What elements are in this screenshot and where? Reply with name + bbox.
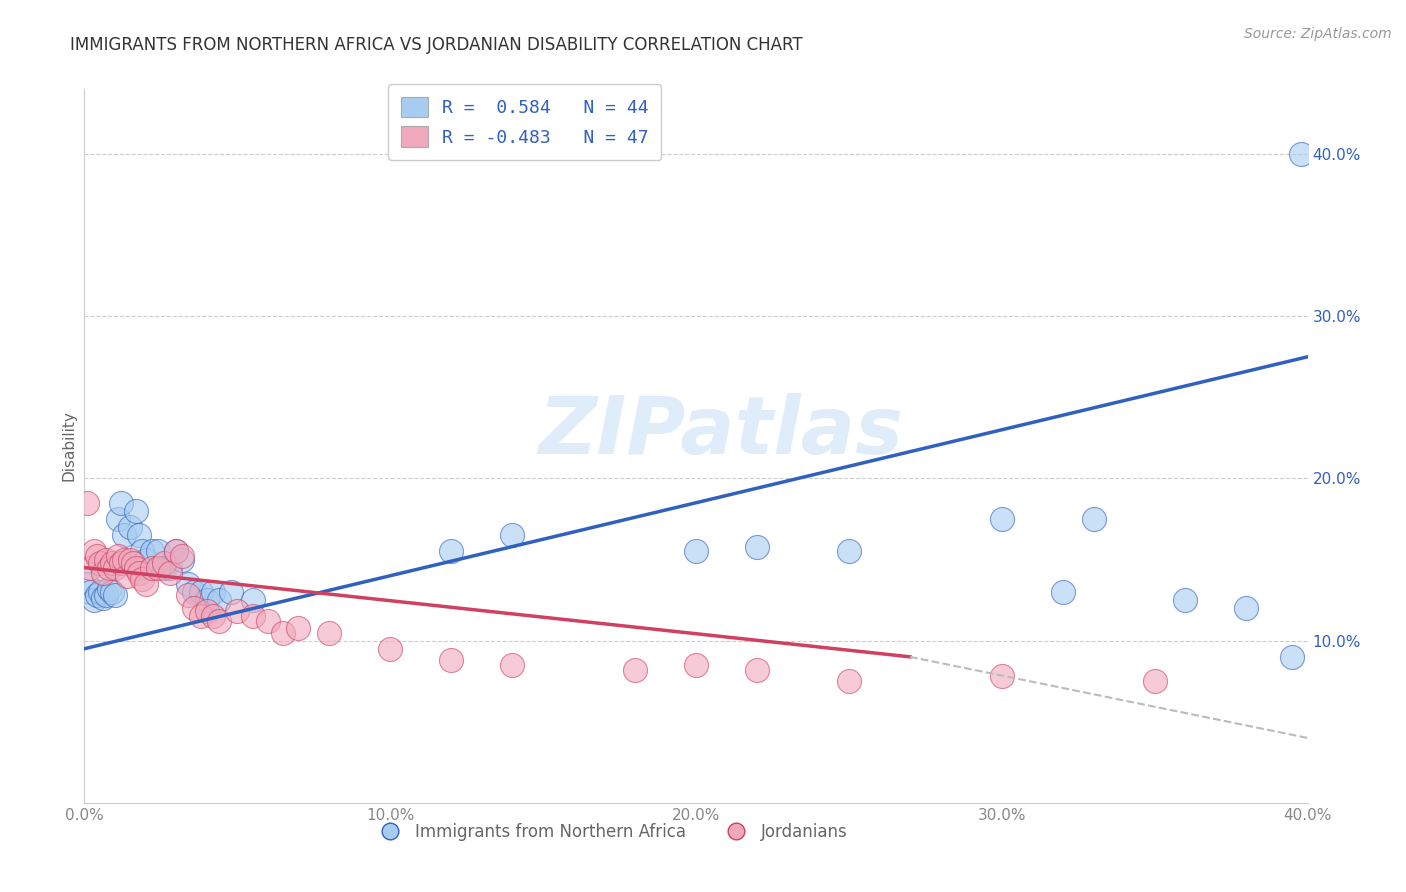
- Point: [190, 585, 212, 599]
- Point: [991, 512, 1014, 526]
- Point: [97, 560, 120, 574]
- Point: [86, 588, 108, 602]
- Point: [318, 625, 340, 640]
- Point: [94, 588, 117, 602]
- Point: [685, 544, 707, 558]
- Point: [502, 528, 524, 542]
- Point: [195, 593, 218, 607]
- Point: [1291, 147, 1313, 161]
- Point: [1052, 585, 1074, 599]
- Point: [172, 549, 194, 564]
- Point: [122, 556, 145, 570]
- Point: [112, 552, 135, 566]
- Point: [159, 566, 181, 580]
- Point: [89, 556, 111, 570]
- Text: IMMIGRANTS FROM NORTHERN AFRICA VS JORDANIAN DISABILITY CORRELATION CHART: IMMIGRANTS FROM NORTHERN AFRICA VS JORDA…: [70, 36, 803, 54]
- Point: [79, 560, 101, 574]
- Point: [190, 609, 212, 624]
- Point: [177, 577, 200, 591]
- Point: [201, 609, 224, 624]
- Point: [135, 552, 157, 566]
- Point: [141, 560, 163, 574]
- Point: [128, 566, 150, 580]
- Point: [208, 614, 231, 628]
- Point: [110, 556, 132, 570]
- Point: [94, 552, 117, 566]
- Point: [76, 577, 98, 591]
- Point: [112, 528, 135, 542]
- Point: [125, 560, 148, 574]
- Point: [440, 544, 463, 558]
- Point: [131, 572, 153, 586]
- Point: [159, 560, 181, 574]
- Point: [104, 560, 127, 574]
- Point: [242, 593, 264, 607]
- Point: [131, 544, 153, 558]
- Point: [1083, 512, 1105, 526]
- Point: [271, 625, 294, 640]
- Point: [991, 669, 1014, 683]
- Point: [177, 588, 200, 602]
- Point: [101, 585, 124, 599]
- Point: [208, 593, 231, 607]
- Point: [257, 614, 280, 628]
- Point: [624, 663, 647, 677]
- Point: [165, 544, 187, 558]
- Point: [86, 549, 108, 564]
- Point: [104, 588, 127, 602]
- Point: [153, 560, 176, 574]
- Point: [91, 591, 114, 606]
- Point: [120, 520, 142, 534]
- Point: [287, 621, 309, 635]
- Point: [380, 641, 402, 656]
- Point: [89, 585, 111, 599]
- Point: [83, 544, 105, 558]
- Point: [141, 544, 163, 558]
- Point: [242, 609, 264, 624]
- Point: [1143, 674, 1166, 689]
- Point: [838, 674, 860, 689]
- Point: [165, 544, 187, 558]
- Point: [838, 544, 860, 558]
- Point: [120, 552, 142, 566]
- Point: [76, 496, 98, 510]
- Point: [107, 512, 129, 526]
- Point: [110, 496, 132, 510]
- Y-axis label: Disability: Disability: [60, 410, 76, 482]
- Point: [115, 568, 138, 582]
- Point: [128, 528, 150, 542]
- Point: [125, 504, 148, 518]
- Point: [226, 604, 249, 618]
- Point: [183, 601, 205, 615]
- Point: [1236, 601, 1258, 615]
- Point: [195, 604, 218, 618]
- Text: ZIPatlas: ZIPatlas: [538, 392, 903, 471]
- Legend: Immigrants from Northern Africa, Jordanians: Immigrants from Northern Africa, Jordani…: [367, 817, 855, 848]
- Point: [502, 657, 524, 672]
- Point: [747, 540, 769, 554]
- Point: [107, 549, 129, 564]
- Point: [135, 577, 157, 591]
- Point: [1174, 593, 1197, 607]
- Point: [1281, 649, 1303, 664]
- Point: [97, 582, 120, 596]
- Point: [201, 585, 224, 599]
- Text: Source: ZipAtlas.com: Source: ZipAtlas.com: [1244, 27, 1392, 41]
- Point: [146, 560, 169, 574]
- Point: [91, 566, 114, 580]
- Point: [440, 653, 463, 667]
- Point: [219, 585, 242, 599]
- Point: [153, 556, 176, 570]
- Point: [79, 585, 101, 599]
- Point: [146, 544, 169, 558]
- Point: [83, 593, 105, 607]
- Point: [685, 657, 707, 672]
- Point: [172, 552, 194, 566]
- Point: [183, 585, 205, 599]
- Point: [101, 556, 124, 570]
- Point: [747, 663, 769, 677]
